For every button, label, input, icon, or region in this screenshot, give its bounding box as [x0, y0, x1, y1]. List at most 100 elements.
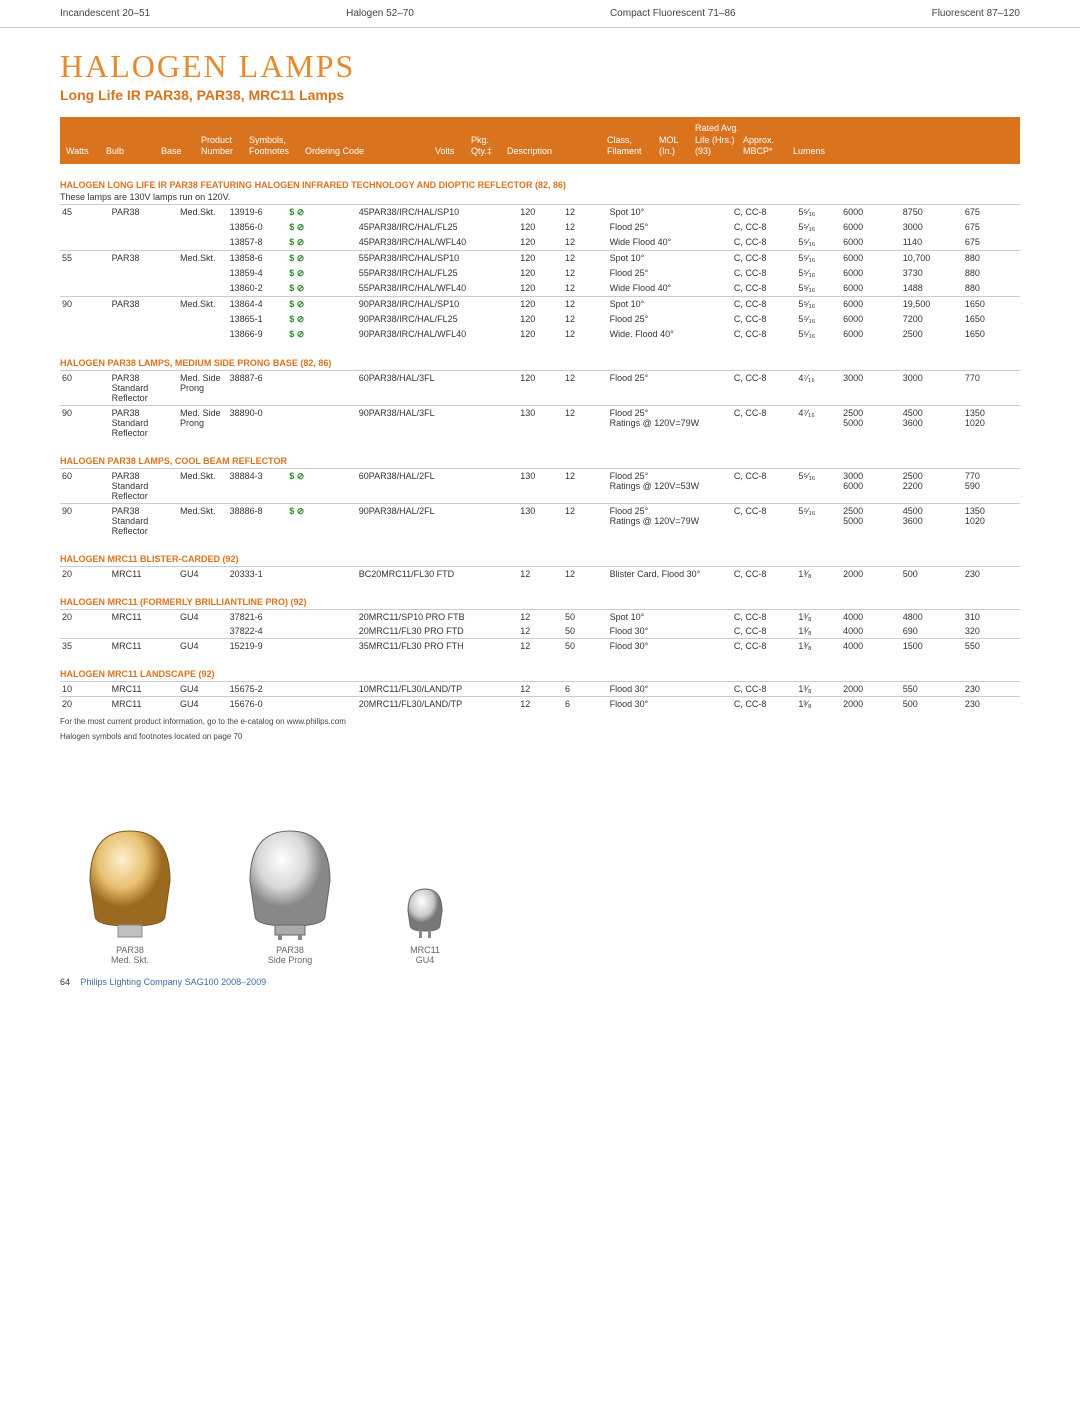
- table-cell: 1650: [963, 327, 1020, 342]
- table-cell: 55PAR38/IRC/HAL/SP10: [357, 251, 518, 267]
- table-cell: 675: [963, 235, 1020, 251]
- table-cell: [110, 312, 178, 327]
- table-cell: Med.Skt.: [178, 205, 228, 221]
- table-cell: 12: [563, 312, 608, 327]
- table-cell: 13919-6: [228, 205, 288, 221]
- table-cell: 6: [563, 697, 608, 712]
- table-cell: 6000: [841, 220, 901, 235]
- table-row: 13866-9$ ⊘90PAR38/IRC/HAL/WFL4012012Wide…: [60, 327, 1020, 342]
- table-cell: 13858-6: [228, 251, 288, 267]
- table-cell: 6000: [841, 327, 901, 342]
- table-cell: MRC11: [110, 697, 178, 712]
- table-cell: $ ⊘: [287, 297, 357, 313]
- table-cell: [287, 682, 357, 697]
- table-cell: 12: [518, 639, 563, 654]
- lamp-label: PAR38: [80, 945, 180, 955]
- table-cell: Wide Flood 40°: [608, 235, 732, 251]
- table-cell: 13501020: [963, 406, 1020, 441]
- table-cell: $ ⊘: [287, 281, 357, 297]
- table-cell: BC20MRC11/FL30 FTD: [357, 567, 518, 582]
- table-cell: 3000: [901, 371, 963, 406]
- table-cell: $ ⊘: [287, 251, 357, 267]
- lamp-mrc11: MRC11 GU4: [400, 881, 450, 965]
- table-cell: 90PAR38/IRC/HAL/FL25: [357, 312, 518, 327]
- table-cell: [110, 281, 178, 297]
- table-cell: C, CC-8: [732, 297, 797, 313]
- table-cell: PAR38: [110, 297, 178, 313]
- table-cell: Med. Side Prong: [178, 406, 228, 441]
- table-cell: PAR38 Standard Reflector: [110, 469, 178, 504]
- data-table: 10MRC11GU415675-210MRC11/FL30/LAND/TP126…: [60, 681, 1020, 711]
- table-cell: 3000: [841, 371, 901, 406]
- table-cell: C, CC-8: [732, 504, 797, 539]
- table-cell: 120: [518, 312, 563, 327]
- footer-text: Philips Lighting Company SAG100 2008–200…: [81, 977, 267, 987]
- table-cell: 1³⁄₈: [796, 610, 841, 625]
- lamp-label: GU4: [400, 955, 450, 965]
- table-cell: 6000: [841, 281, 901, 297]
- table-cell: 12: [563, 266, 608, 281]
- table-cell: $ ⊘: [287, 266, 357, 281]
- table-cell: C, CC-8: [732, 266, 797, 281]
- table-row: 60PAR38 Standard ReflectorMed.Skt.38884-…: [60, 469, 1020, 504]
- table-cell: C, CC-8: [732, 682, 797, 697]
- table-cell: 3000: [901, 220, 963, 235]
- table-cell: 500: [901, 567, 963, 582]
- table-row: 55PAR38Med.Skt.13858-6$ ⊘55PAR38/IRC/HAL…: [60, 251, 1020, 267]
- table-cell: GU4: [178, 697, 228, 712]
- table-cell: 5⁵⁄₁₆: [796, 220, 841, 235]
- col-header: Product Number: [199, 135, 247, 158]
- table-cell: 2500: [901, 327, 963, 342]
- table-cell: 5⁵⁄₁₆: [796, 251, 841, 267]
- table-cell: 1650: [963, 297, 1020, 313]
- table-row: 60PAR38 Standard ReflectorMed. Side Pron…: [60, 371, 1020, 406]
- section-title: HALOGEN MRC11 BLISTER-CARDED (92): [60, 554, 1020, 564]
- table-cell: 120: [518, 327, 563, 342]
- table-cell: 12: [563, 469, 608, 504]
- table-cell: 12: [563, 406, 608, 441]
- table-cell: Flood 30°: [608, 682, 732, 697]
- table-cell: $ ⊘: [287, 220, 357, 235]
- col-header: Volts: [433, 146, 469, 158]
- table-cell: 50: [563, 639, 608, 654]
- bulb-icon: [240, 821, 340, 941]
- table-cell: [178, 327, 228, 342]
- table-cell: 90PAR38/IRC/HAL/WFL40: [357, 327, 518, 342]
- table-row: 20MRC11GU420333-1BC20MRC11/FL30 FTD1212B…: [60, 567, 1020, 582]
- table-cell: 38887-6: [228, 371, 288, 406]
- table-cell: C, CC-8: [732, 205, 797, 221]
- table-row: 90PAR38 Standard ReflectorMed.Skt.38886-…: [60, 504, 1020, 539]
- table-cell: 550: [963, 639, 1020, 654]
- table-row: 37822-420MRC11/FL30 PRO FTD1250Flood 30°…: [60, 624, 1020, 639]
- table-cell: 880: [963, 251, 1020, 267]
- table-cell: Flood 25°Ratings @ 120V=53W: [608, 469, 732, 504]
- col-header: Ordering Code: [303, 146, 433, 158]
- table-cell: 4000: [841, 624, 901, 639]
- table-cell: 500: [901, 697, 963, 712]
- table-cell: C, CC-8: [732, 406, 797, 441]
- nav-item: Incandescent 20–51: [60, 8, 150, 19]
- table-row: 10MRC11GU415675-210MRC11/FL30/LAND/TP126…: [60, 682, 1020, 697]
- table-cell: GU4: [178, 639, 228, 654]
- table-cell: [287, 406, 357, 441]
- table-cell: 1³⁄₈: [796, 567, 841, 582]
- table-cell: 6000: [841, 205, 901, 221]
- table-cell: 2000: [841, 682, 901, 697]
- col-header: Bulb: [104, 146, 159, 158]
- table-cell: 10,700: [901, 251, 963, 267]
- table-cell: 12: [563, 235, 608, 251]
- data-table: 60PAR38 Standard ReflectorMed. Side Pron…: [60, 370, 1020, 440]
- table-cell: $ ⊘: [287, 504, 357, 539]
- table-cell: 20: [60, 610, 110, 625]
- table-cell: 120: [518, 251, 563, 267]
- table-cell: 20MRC11/FL30 PRO FTD: [357, 624, 518, 639]
- table-cell: PAR38: [110, 251, 178, 267]
- table-cell: [60, 281, 110, 297]
- table-cell: [60, 624, 110, 639]
- table-cell: 45003600: [901, 504, 963, 539]
- table-cell: [178, 281, 228, 297]
- col-header: Pkg. Qty.‡: [469, 135, 505, 158]
- table-cell: 20: [60, 697, 110, 712]
- table-cell: 120: [518, 205, 563, 221]
- table-cell: 45PAR38/IRC/HAL/FL25: [357, 220, 518, 235]
